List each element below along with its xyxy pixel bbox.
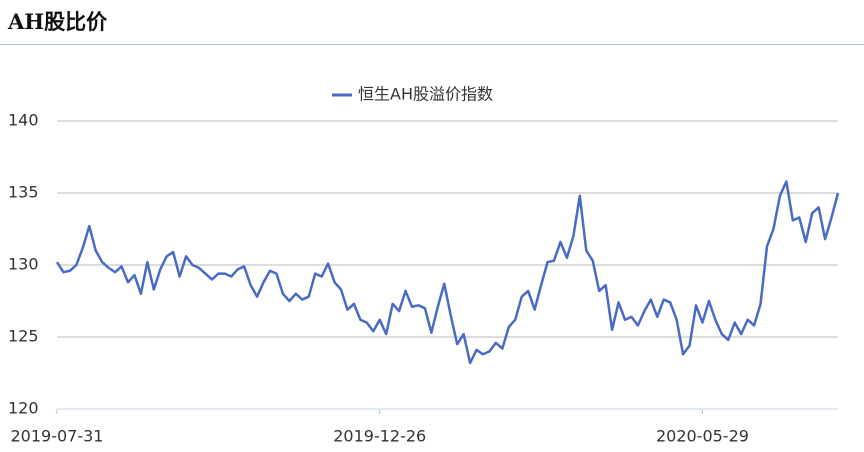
- y-tick-label: 125: [8, 327, 39, 346]
- y-tick-label: 135: [8, 183, 39, 202]
- x-tick-label: 2020-05-29: [656, 427, 749, 446]
- x-tick-label: 2019-12-26: [333, 427, 426, 446]
- y-tick-label: 120: [8, 399, 39, 418]
- header: AH股比价: [0, 0, 864, 45]
- x-tick-label: 2019-07-31: [11, 427, 104, 446]
- y-tick-label: 140: [8, 111, 39, 130]
- line: [55, 180, 840, 365]
- header-title: AH股比价: [8, 9, 108, 34]
- legend-label: 恒生AH股溢价指数: [358, 85, 493, 104]
- y-tick-label: 130: [8, 255, 39, 274]
